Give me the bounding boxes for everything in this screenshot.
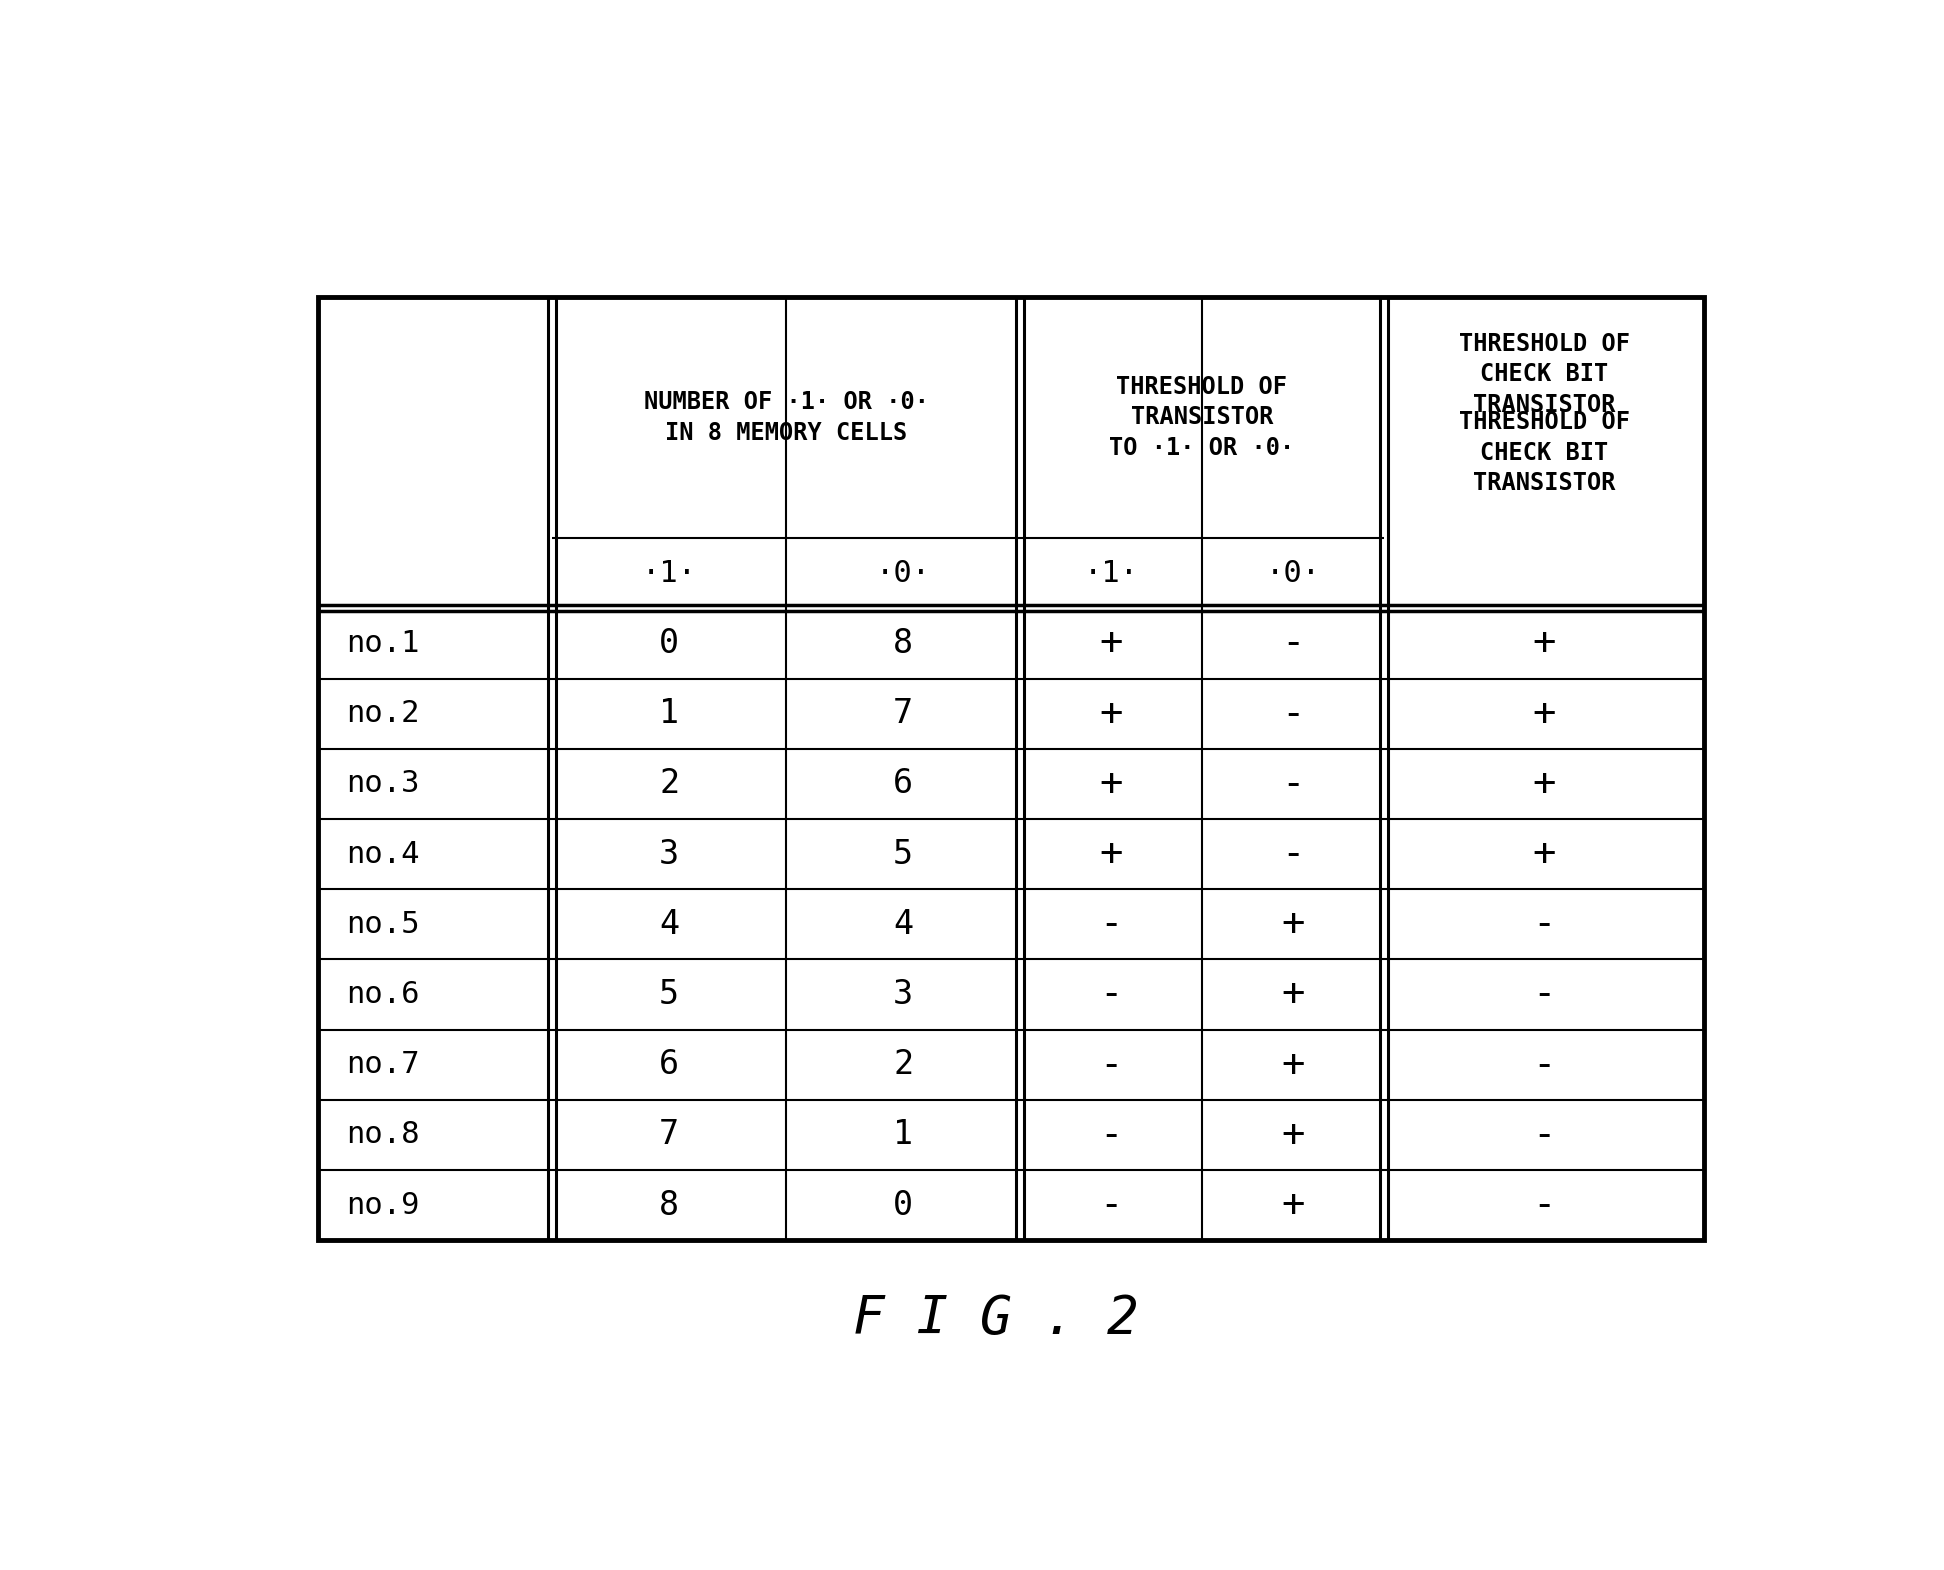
Text: -: - [1281,625,1304,663]
Text: 8: 8 [659,1188,678,1221]
Text: +: + [1098,835,1124,873]
Text: no.8: no.8 [346,1121,420,1149]
Text: 2: 2 [659,768,678,801]
Text: no.2: no.2 [346,699,420,728]
Text: no.9: no.9 [346,1190,420,1220]
Text: 6: 6 [892,768,914,801]
Text: no.3: no.3 [346,769,420,799]
Text: ·1·: ·1· [642,559,696,587]
Text: 1: 1 [892,1118,914,1151]
Text: THRESHOLD OF
TRANSISTOR
TO ·1· OR ·0·: THRESHOLD OF TRANSISTOR TO ·1· OR ·0· [1110,375,1295,460]
Text: -: - [1532,1046,1555,1083]
Text: 4: 4 [659,907,678,940]
Text: no.4: no.4 [346,840,420,868]
Text: ·0·: ·0· [875,559,931,587]
Text: +: + [1281,1116,1304,1154]
Text: 3: 3 [659,837,678,870]
Text: -: - [1281,694,1304,733]
Text: 6: 6 [659,1049,678,1082]
Text: -: - [1098,1116,1124,1154]
Text: NUMBER OF ·1· OR ·0·
IN 8 MEMORY CELLS: NUMBER OF ·1· OR ·0· IN 8 MEMORY CELLS [643,389,929,444]
Text: -: - [1098,1046,1124,1083]
Text: no.7: no.7 [346,1050,420,1079]
Text: +: + [1532,694,1555,733]
Text: 0: 0 [659,626,678,659]
Text: +: + [1098,694,1124,733]
Text: no.6: no.6 [346,980,420,1010]
Text: 4: 4 [892,907,914,940]
Text: 1: 1 [659,697,678,730]
Text: +: + [1098,765,1124,802]
Text: -: - [1532,1185,1555,1225]
Text: 0: 0 [892,1188,914,1221]
Text: +: + [1281,1185,1304,1225]
Text: 7: 7 [892,697,914,730]
Text: THRESHOLD OF
CHECK BIT
TRANSISTOR: THRESHOLD OF CHECK BIT TRANSISTOR [1458,410,1629,496]
Text: 3: 3 [892,978,914,1011]
Text: -: - [1281,765,1304,802]
Text: 8: 8 [892,626,914,659]
Text: +: + [1281,906,1304,944]
Text: 2: 2 [892,1049,914,1082]
Text: THRESHOLD OF
CHECK BIT
TRANSISTOR: THRESHOLD OF CHECK BIT TRANSISTOR [1458,331,1629,418]
Text: -: - [1532,975,1555,1014]
Text: F I G . 2: F I G . 2 [853,1292,1139,1345]
Text: -: - [1532,906,1555,944]
Text: -: - [1098,1185,1124,1225]
Text: ·0·: ·0· [1266,559,1320,587]
Bar [319,297,1705,1240]
Text: -: - [1098,975,1124,1014]
Text: 7: 7 [659,1118,678,1151]
Text: 5: 5 [659,978,678,1011]
Text: 5: 5 [892,837,914,870]
Text: +: + [1281,1046,1304,1083]
Text: ·1·: ·1· [1083,559,1139,587]
Text: -: - [1532,1116,1555,1154]
Text: +: + [1098,625,1124,663]
Text: -: - [1281,835,1304,873]
Text: -: - [1098,906,1124,944]
Text: +: + [1532,625,1555,663]
Text: no.5: no.5 [346,909,420,939]
Text: +: + [1532,765,1555,802]
Text: +: + [1281,975,1304,1014]
Text: +: + [1532,835,1555,873]
Text: no.1: no.1 [346,630,420,658]
